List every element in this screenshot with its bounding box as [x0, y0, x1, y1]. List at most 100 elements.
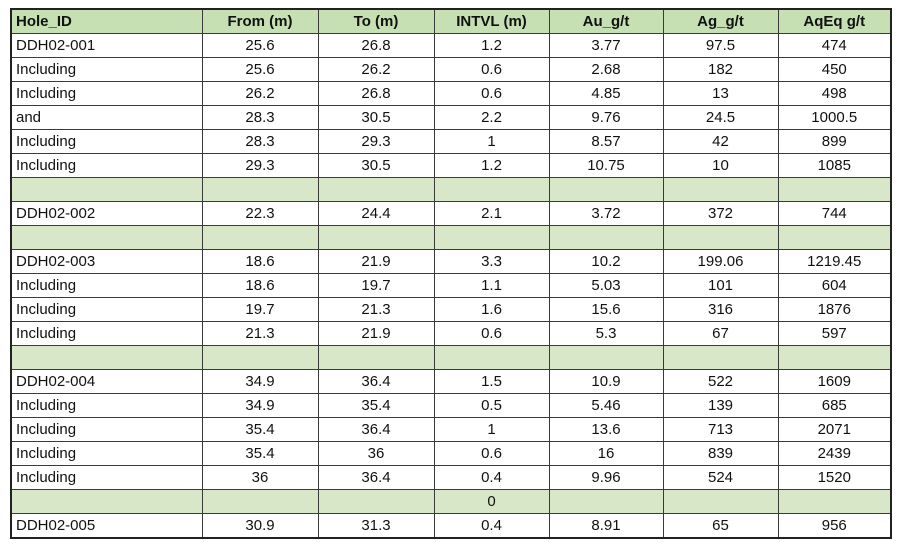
cell-from: 35.4 — [201, 441, 319, 466]
cell-ag: 97.5 — [662, 33, 779, 58]
table-row: Including 35.4 36 0.6 16 839 2439 — [10, 441, 892, 466]
cell-ag: 65 — [662, 513, 779, 539]
cell-aqeq: 744 — [777, 201, 892, 226]
cell-interval: 2.1 — [433, 201, 550, 226]
cell-ag: 67 — [662, 321, 779, 346]
cell-aqeq: 2071 — [777, 417, 892, 442]
cell-hole-id: Including — [10, 321, 203, 346]
cell-hole-id: Including — [10, 81, 203, 106]
cell-hole-id: Including — [10, 153, 203, 178]
cell-hole-id: and — [10, 105, 203, 130]
cell-aqeq: 604 — [777, 273, 892, 298]
table-row: Including 25.6 26.2 0.6 2.68 182 450 — [10, 57, 892, 82]
cell-aqeq — [777, 225, 892, 250]
cell-to: 21.3 — [317, 297, 435, 322]
cell-interval: 0.6 — [433, 321, 550, 346]
cell-interval: 0.6 — [433, 57, 550, 82]
cell-hole-id: Including — [10, 393, 203, 418]
cell-au: 10.9 — [548, 369, 664, 394]
cell-interval: 0.6 — [433, 81, 550, 106]
cell-au: 9.96 — [548, 465, 664, 490]
cell-interval: 3.3 — [433, 249, 550, 274]
spacer-row — [10, 177, 892, 202]
cell-from: 19.7 — [201, 297, 319, 322]
table-row: Including 36 36.4 0.4 9.96 524 1520 — [10, 465, 892, 490]
cell-au — [548, 225, 664, 250]
cell-to: 31.3 — [317, 513, 435, 539]
cell-interval: 0.4 — [433, 513, 550, 539]
cell-to: 35.4 — [317, 393, 435, 418]
cell-aqeq — [777, 345, 892, 370]
cell-from: 36 — [201, 465, 319, 490]
cell-ag: 522 — [662, 369, 779, 394]
cell-to — [317, 177, 435, 202]
table-row: DDH02-002 22.3 24.4 2.1 3.72 372 744 — [10, 201, 892, 226]
cell-hole-id: DDH02-005 — [10, 513, 203, 539]
cell-ag: 10 — [662, 153, 779, 178]
cell-aqeq: 450 — [777, 57, 892, 82]
cell-from — [201, 225, 319, 250]
cell-aqeq: 956 — [777, 513, 892, 539]
cell-aqeq: 474 — [777, 33, 892, 58]
cell-au: 5.46 — [548, 393, 664, 418]
cell-interval: 0.6 — [433, 441, 550, 466]
cell-from: 25.6 — [201, 57, 319, 82]
table-row: Including 19.7 21.3 1.6 15.6 316 1876 — [10, 297, 892, 322]
cell-to: 36 — [317, 441, 435, 466]
cell-to: 26.2 — [317, 57, 435, 82]
cell-aqeq: 498 — [777, 81, 892, 106]
cell-au: 3.72 — [548, 201, 664, 226]
cell-from: 28.3 — [201, 129, 319, 154]
cell-ag: 24.5 — [662, 105, 779, 130]
cell-from — [201, 177, 319, 202]
cell-to: 36.4 — [317, 369, 435, 394]
cell-ag: 199.06 — [662, 249, 779, 274]
cell-ag — [662, 177, 779, 202]
table-row: Including 18.6 19.7 1.1 5.03 101 604 — [10, 273, 892, 298]
cell-from: 30.9 — [201, 513, 319, 539]
cell-aqeq: 2439 — [777, 441, 892, 466]
cell-from — [201, 345, 319, 370]
cell-hole-id — [10, 489, 203, 514]
cell-hole-id: DDH02-004 — [10, 369, 203, 394]
cell-from: 18.6 — [201, 273, 319, 298]
cell-hole-id: Including — [10, 273, 203, 298]
cell-au: 4.85 — [548, 81, 664, 106]
cell-ag: 316 — [662, 297, 779, 322]
cell-ag: 372 — [662, 201, 779, 226]
cell-to: 29.3 — [317, 129, 435, 154]
cell-interval — [433, 177, 550, 202]
cell-to — [317, 489, 435, 514]
cell-au: 2.68 — [548, 57, 664, 82]
cell-interval — [433, 225, 550, 250]
cell-hole-id: Including — [10, 465, 203, 490]
cell-interval: 0.4 — [433, 465, 550, 490]
cell-hole-id: Including — [10, 57, 203, 82]
cell-interval: 1.1 — [433, 273, 550, 298]
assay-results-table: Hole_ID From (m) To (m) INTVL (m) Au_g/t… — [10, 8, 892, 539]
cell-au: 15.6 — [548, 297, 664, 322]
cell-hole-id — [10, 225, 203, 250]
cell-ag: 524 — [662, 465, 779, 490]
cell-to: 26.8 — [317, 33, 435, 58]
cell-to: 21.9 — [317, 249, 435, 274]
cell-to: 36.4 — [317, 465, 435, 490]
table-body: DDH02-001 25.6 26.8 1.2 3.77 97.5 474 Including… — [10, 33, 892, 539]
spacer-row: 0 — [10, 489, 892, 514]
cell-interval: 1 — [433, 129, 550, 154]
cell-aqeq: 1219.45 — [777, 249, 892, 274]
cell-from: 22.3 — [201, 201, 319, 226]
cell-hole-id — [10, 177, 203, 202]
cell-from: 28.3 — [201, 105, 319, 130]
cell-aqeq: 597 — [777, 321, 892, 346]
cell-interval: 0.5 — [433, 393, 550, 418]
table-row: Including 29.3 30.5 1.2 10.75 10 1085 — [10, 153, 892, 178]
cell-hole-id: Including — [10, 441, 203, 466]
cell-ag: 182 — [662, 57, 779, 82]
cell-au — [548, 177, 664, 202]
cell-from: 29.3 — [201, 153, 319, 178]
cell-from: 34.9 — [201, 369, 319, 394]
spacer-row — [10, 225, 892, 250]
header-interval: INTVL (m) — [433, 8, 550, 34]
cell-interval: 1.2 — [433, 33, 550, 58]
